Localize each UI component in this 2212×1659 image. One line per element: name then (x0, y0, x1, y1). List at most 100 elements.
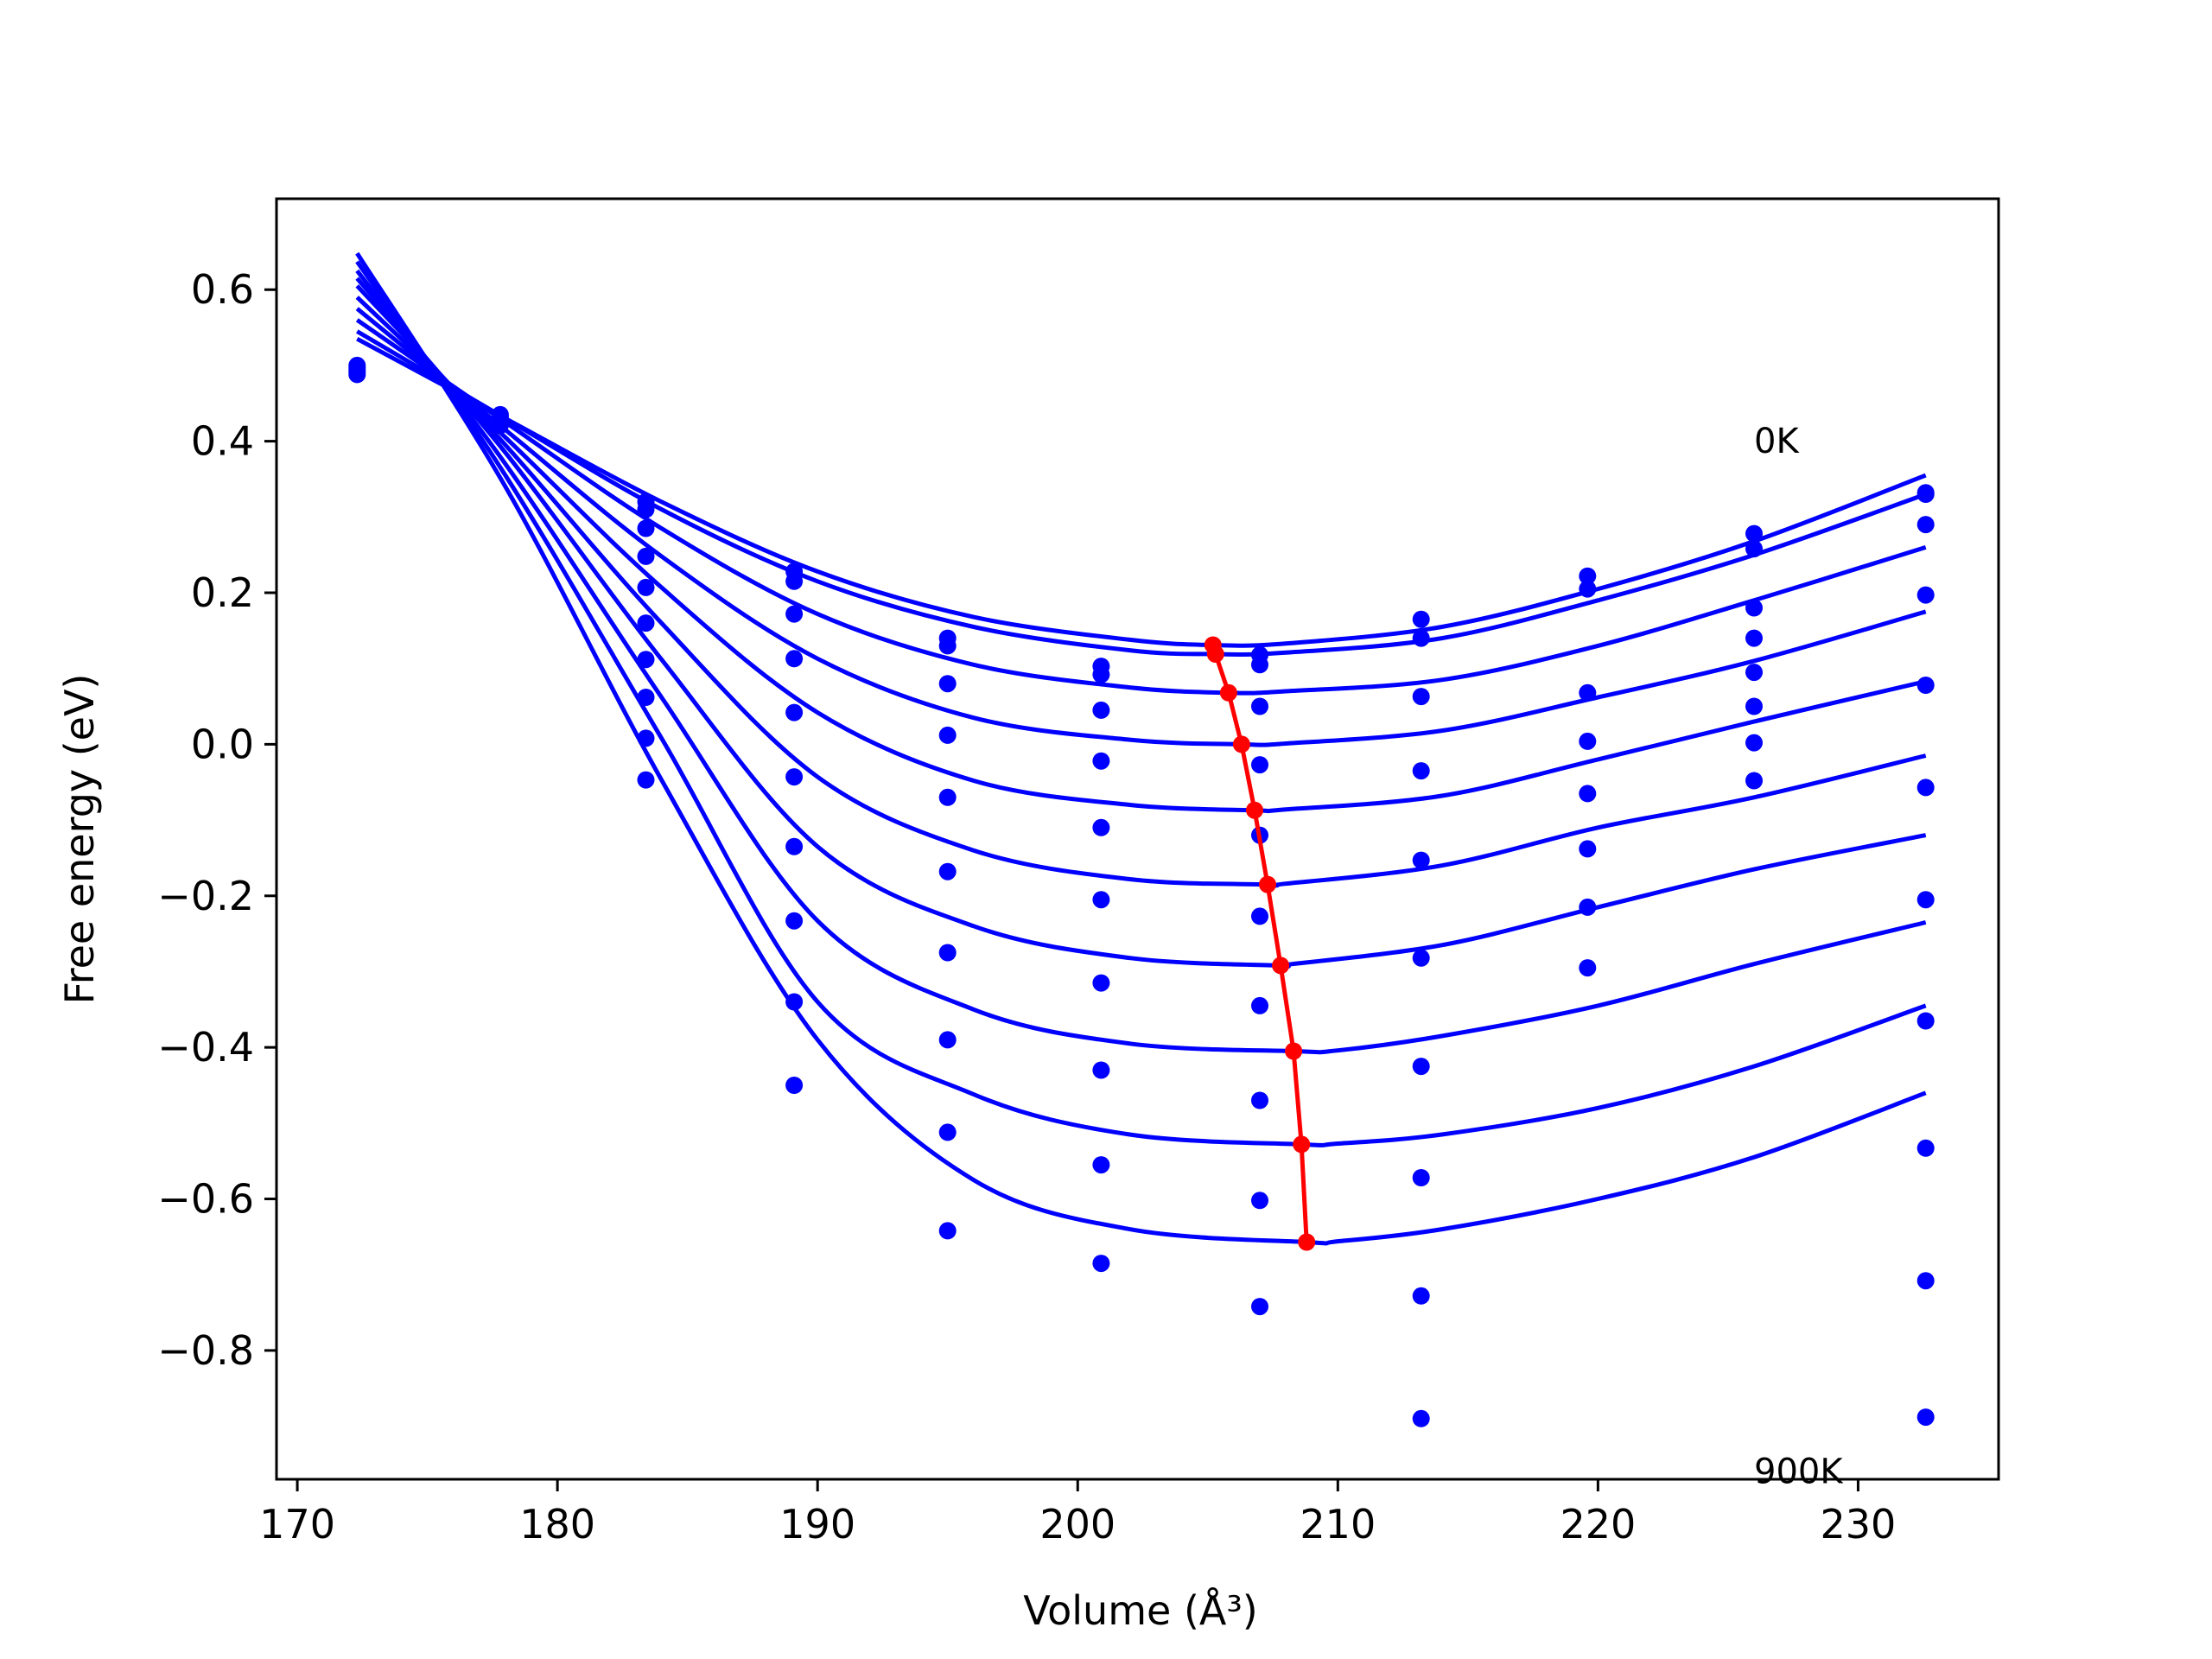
data-point (1092, 752, 1110, 770)
minimum-point (1272, 957, 1290, 975)
data-point (938, 1123, 957, 1141)
data-point (1745, 734, 1763, 752)
data-point (1412, 1409, 1430, 1427)
y-axis-label: Free energy (eV) (56, 674, 103, 1005)
data-point (1579, 732, 1597, 750)
data-point (785, 912, 804, 930)
data-point (1251, 1091, 1268, 1109)
data-point (1916, 779, 1935, 797)
data-point (938, 788, 957, 806)
data-point (785, 993, 804, 1011)
x-axis-ticks: 170 180 190 200 210 220 230 (259, 1479, 1896, 1548)
data-point (1579, 898, 1597, 916)
y-tick-label: −0.8 (157, 1327, 254, 1374)
data-point (637, 689, 655, 706)
data-point (637, 771, 655, 789)
data-point (348, 365, 366, 384)
data-point (1092, 1061, 1110, 1079)
data-point (491, 416, 509, 435)
minimum-point (1293, 1135, 1311, 1154)
y-axis-ticks: 0.6 0.4 0.2 0.0 −0.2 −0.4 −0.6 −0.8 (157, 266, 276, 1374)
y-tick-label: 0.6 (191, 266, 254, 313)
data-point (785, 768, 804, 786)
data-point (1745, 697, 1763, 715)
minimum-point (1246, 801, 1263, 819)
data-point (1916, 891, 1935, 909)
fit-curve-3 (355, 307, 1927, 747)
data-point (1412, 629, 1430, 647)
data-point (1251, 1192, 1268, 1210)
y-tick-label: −0.4 (157, 1024, 254, 1071)
data-point (637, 729, 655, 747)
data-point (1916, 1139, 1935, 1157)
data-point (1916, 1408, 1935, 1427)
data-point (938, 675, 957, 693)
fit-curve-1 (356, 329, 1927, 657)
data-point (637, 519, 655, 537)
fit-curve-7 (355, 269, 1927, 1055)
data-point (1916, 516, 1935, 534)
minimum-point (1298, 1233, 1316, 1251)
data-point (1579, 840, 1597, 858)
fit-curves (355, 251, 1927, 1246)
data-points (348, 356, 1935, 1427)
data-point (637, 547, 655, 565)
data-point (637, 578, 655, 596)
fit-curve-0 (356, 336, 1927, 648)
data-point (938, 1222, 957, 1240)
data-point (1916, 1272, 1935, 1290)
data-point (938, 944, 957, 962)
data-point (785, 605, 804, 623)
data-point (1092, 891, 1110, 909)
fit-curve-8 (355, 260, 1927, 1147)
fit-curve-6 (355, 276, 1927, 969)
data-point (637, 651, 655, 669)
data-point (1412, 688, 1430, 706)
data-point (785, 650, 804, 668)
data-point (1092, 1156, 1110, 1174)
data-point (1412, 949, 1430, 967)
y-tick-label: 0.4 (191, 418, 254, 465)
data-point (1745, 599, 1763, 617)
minimum-point (1285, 1042, 1303, 1060)
data-point (785, 572, 804, 590)
x-axis-label: Volume (Å³) (1023, 1587, 1258, 1634)
fit-curve-2 (355, 318, 1927, 696)
data-point (1251, 697, 1268, 715)
data-point (1251, 756, 1268, 774)
x-tick-label: 230 (1821, 1501, 1897, 1548)
data-point (1092, 818, 1110, 836)
data-point (1092, 665, 1110, 683)
minimum-point (1219, 683, 1237, 702)
data-point (1412, 1287, 1430, 1305)
data-point (1745, 540, 1763, 558)
data-point (938, 1031, 957, 1049)
data-point (1745, 664, 1763, 682)
data-point (1251, 907, 1268, 925)
x-tick-label: 190 (779, 1501, 855, 1548)
data-point (785, 837, 804, 855)
data-point (1412, 1058, 1430, 1076)
annotations: 0K 900K (1754, 422, 1844, 1492)
minimum-path-line (1211, 644, 1309, 1243)
data-point (1745, 524, 1763, 543)
data-point (1092, 974, 1110, 992)
data-point (1579, 959, 1597, 977)
data-point (1916, 677, 1935, 694)
data-point (1412, 762, 1430, 780)
data-point (1251, 656, 1268, 674)
data-point (637, 614, 655, 632)
data-point (938, 726, 957, 744)
data-point (1916, 486, 1935, 503)
minimum-point (1206, 645, 1224, 663)
data-point (1745, 772, 1763, 790)
minimum-point (1232, 735, 1250, 753)
data-point (785, 703, 804, 721)
y-tick-label: 0.2 (191, 569, 254, 616)
data-point (1579, 580, 1597, 598)
data-point (1092, 701, 1110, 719)
x-tick-label: 180 (519, 1501, 595, 1548)
data-point (1745, 629, 1763, 647)
data-point (1916, 1012, 1935, 1030)
